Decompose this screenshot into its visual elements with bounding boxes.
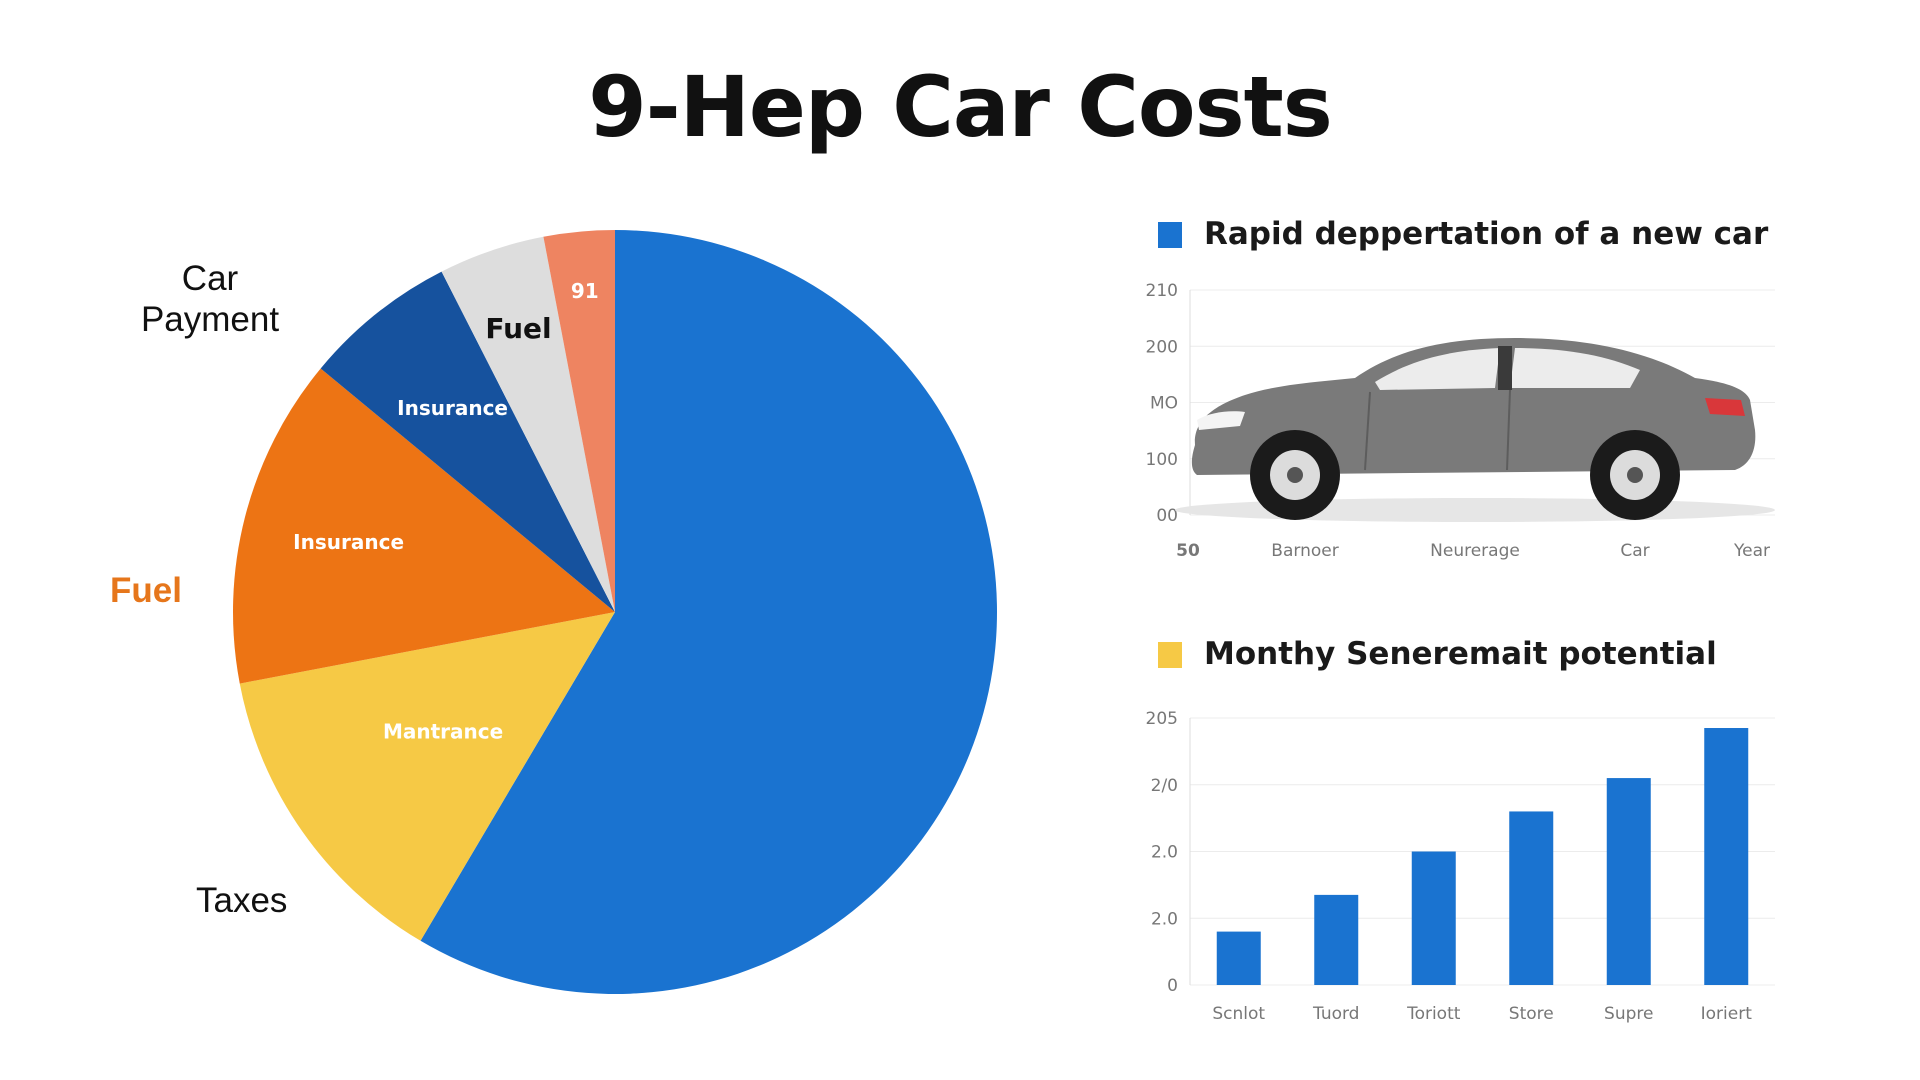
bar-4 — [1606, 778, 1651, 985]
pie-slice-2 — [232, 368, 615, 684]
bar-y-axis: 205 2/0 2.0 2.0 0 — [1146, 709, 1178, 996]
depreciation-y-tick: MO — [1150, 394, 1178, 414]
bar-y-tick: 2/0 — [1151, 776, 1178, 796]
depreciation-y-tick: 00 — [1156, 506, 1178, 526]
bar-2 — [1411, 851, 1456, 985]
pie-slice-4 — [441, 236, 615, 612]
pie-slice-0 — [420, 230, 998, 994]
depreciation-x-tick: Car — [1620, 541, 1649, 561]
label-car-payment: Car Payment — [140, 259, 280, 339]
bar-x-tick: Tuord — [1312, 1004, 1359, 1024]
label-taxes: Taxes — [196, 881, 288, 920]
pie-label-2: Insurance — [293, 530, 404, 554]
bar-3 — [1509, 811, 1554, 985]
car-door-line — [1364, 391, 1371, 471]
bar-0 — [1216, 931, 1261, 985]
pie-label-3: Insurance — [397, 396, 508, 420]
bar-x-tick: Scnlot — [1212, 1004, 1265, 1024]
legend-swatch-monthly — [1158, 642, 1182, 668]
depreciation-y-tick: 100 — [1146, 450, 1178, 470]
monthly-title: Monthy Seneremait potential — [1204, 636, 1717, 672]
bar-y-tick: 2.0 — [1151, 843, 1178, 863]
bar-x-axis: Scnlot Tuord Toriott Store Supre Ioriert — [1212, 1004, 1752, 1024]
depreciation-x-tick: Year — [1733, 541, 1770, 561]
bar-grid — [1189, 717, 1775, 986]
bar-x-tick: Toriott — [1406, 1004, 1461, 1024]
depreciation-y-tick: 210 — [1146, 281, 1178, 301]
depreciation-title: Rapid deppertation of a new car — [1204, 216, 1769, 252]
car-image — [1175, 338, 1775, 522]
bar-x-tick: Ioriert — [1701, 1004, 1753, 1024]
bar-x-tick: Supre — [1604, 1004, 1653, 1024]
bar-series — [1216, 728, 1749, 985]
car-window-rear — [1510, 348, 1640, 388]
car-window-front — [1375, 348, 1500, 390]
bar-y-tick: 0 — [1167, 976, 1178, 996]
bar-5 — [1704, 728, 1749, 985]
label-fuel: Fuel — [110, 571, 182, 610]
depreciation-x-axis: 50 Barnoer Neurerage Car Year — [1176, 541, 1770, 561]
pie-slice-3 — [320, 271, 615, 612]
pie-slice-1 — [239, 612, 615, 941]
pie-slice-5 — [543, 230, 615, 612]
main-title: 9-Hep Car Costs — [588, 58, 1332, 156]
depreciation-y-tick: 200 — [1146, 337, 1178, 357]
pie-label-5: 91 — [571, 279, 599, 303]
depreciation-x-tick: 50 — [1176, 541, 1200, 561]
legend-swatch-depreciation — [1158, 222, 1182, 248]
pie-label-4: Fuel — [485, 312, 551, 345]
pie-label-1: Mantrance — [383, 719, 503, 743]
depreciation-x-tick: Neurerage — [1430, 541, 1520, 561]
car-head-light — [1197, 411, 1245, 430]
bar-x-tick: Store — [1509, 1004, 1554, 1024]
depreciation-x-tick: Barnoer — [1271, 541, 1338, 561]
car-pillar — [1498, 346, 1512, 390]
bar-y-tick: 2.0 — [1151, 909, 1178, 929]
car-tail-light — [1705, 398, 1745, 416]
bar-1 — [1314, 894, 1359, 985]
pie-chart: Mantrance Insurance Insurance Fuel 91 — [232, 230, 998, 994]
depreciation-y-axis: 210 200 MO 100 00 — [1146, 281, 1178, 526]
bar-y-tick: 205 — [1146, 709, 1178, 729]
